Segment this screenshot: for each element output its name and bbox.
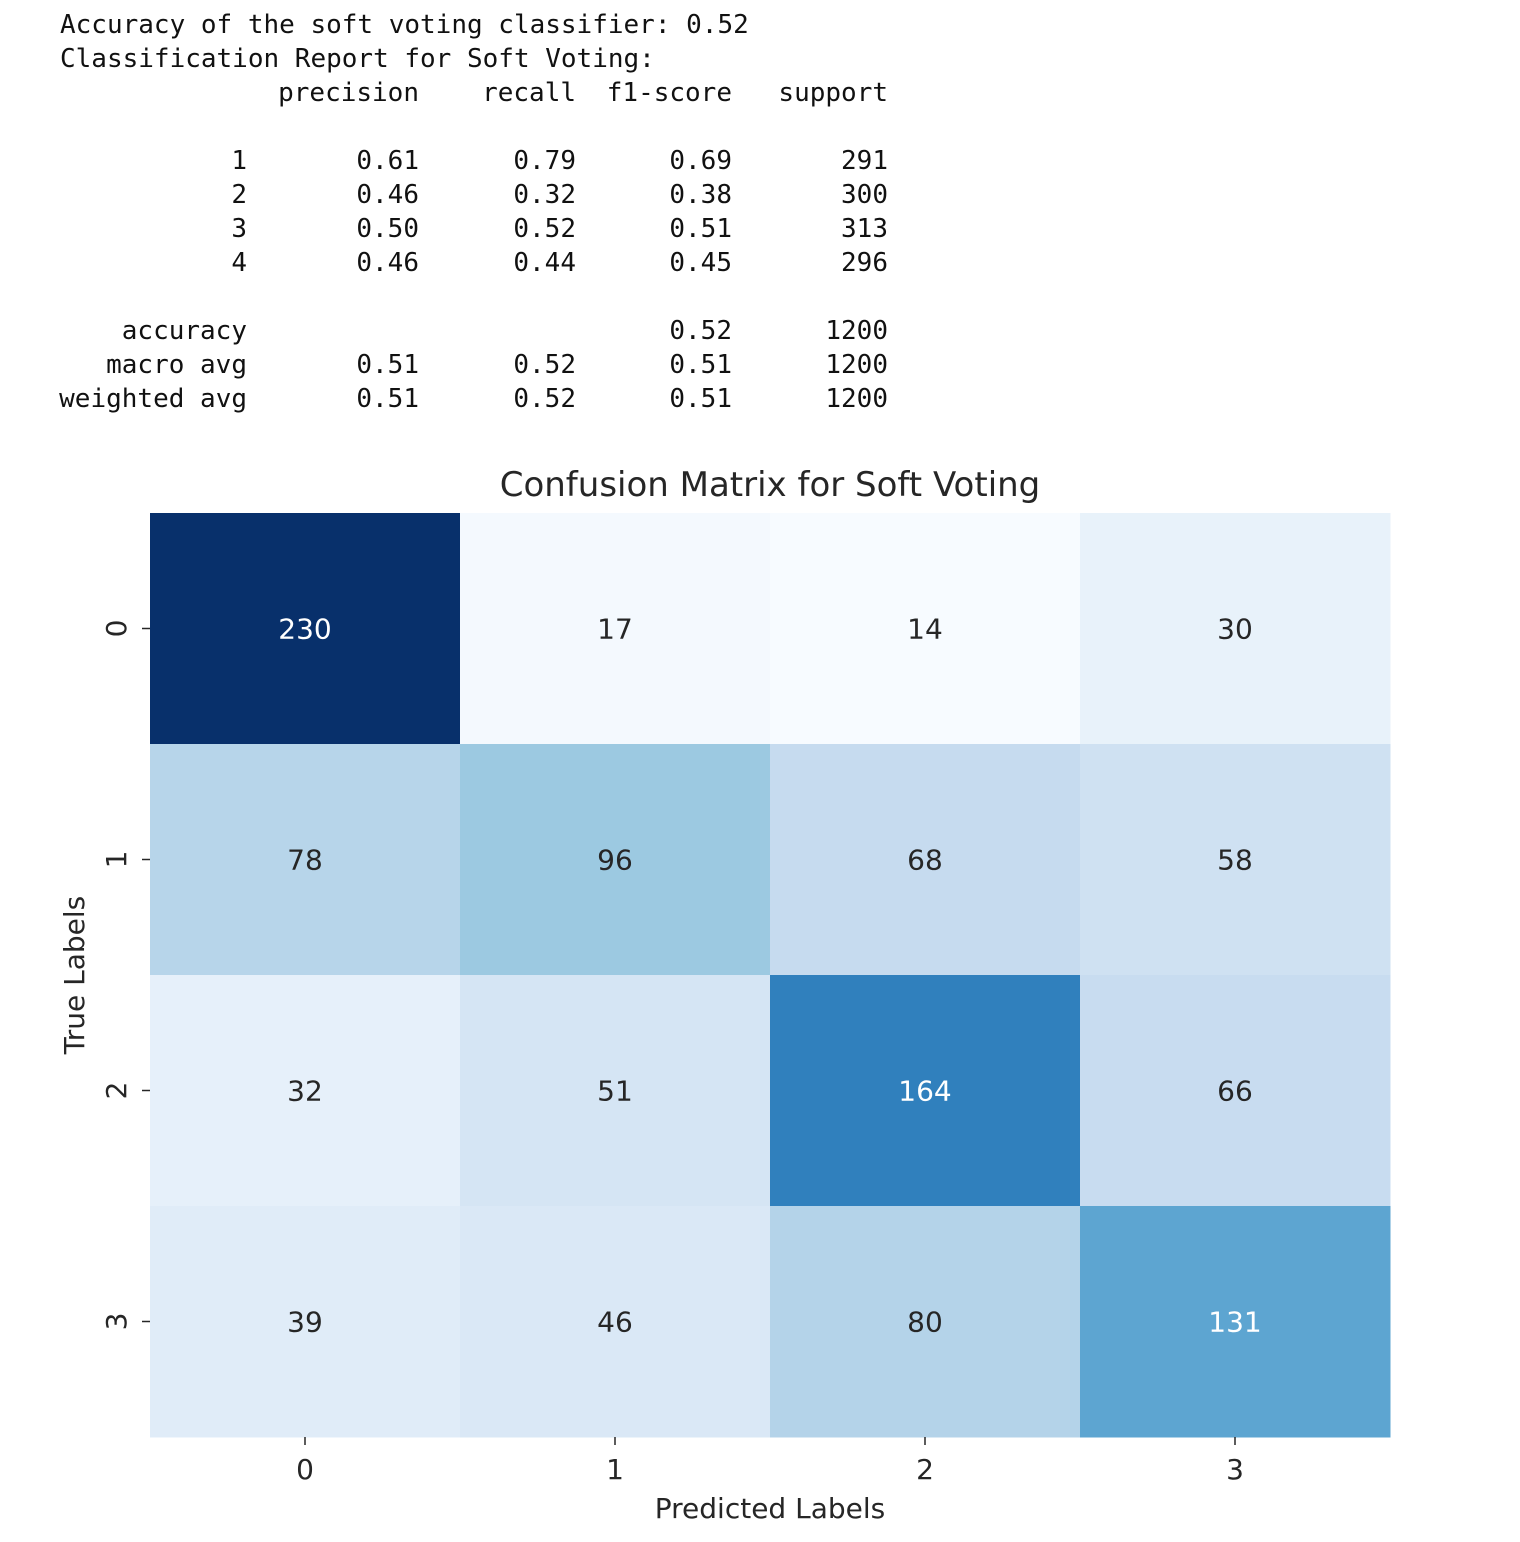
- cell-value: 80: [907, 1306, 943, 1339]
- row-label: 4: [231, 248, 247, 278]
- y-axis-label: True Labels: [58, 896, 91, 1056]
- y-tick-label: 1: [100, 851, 133, 869]
- cell: 0.52: [513, 350, 576, 380]
- cell-value: 131: [1208, 1306, 1261, 1339]
- cell: 0.51: [669, 214, 732, 244]
- cell: 0.51: [356, 384, 419, 414]
- cell: 0.38: [669, 180, 732, 210]
- x-axis-label: Predicted Labels: [655, 1492, 885, 1525]
- x-tick-label: 1: [606, 1453, 624, 1486]
- cell: 300: [841, 180, 888, 210]
- heatmap-cell: [460, 975, 771, 1207]
- row-label: 2: [231, 180, 247, 210]
- column-header: support: [778, 78, 888, 108]
- heatmap-cell: [460, 1206, 771, 1438]
- cell: 0.50: [356, 214, 419, 244]
- cell: 0.46: [356, 180, 419, 210]
- cell-value: 39: [287, 1306, 323, 1339]
- cell: 313: [841, 214, 888, 244]
- y-tick-label: 3: [100, 1313, 133, 1331]
- column-header: precision: [278, 78, 419, 108]
- y-tick-label: 0: [100, 620, 133, 638]
- row-label: accuracy: [122, 316, 247, 346]
- heatmap-cell: [1080, 744, 1391, 976]
- heatmap-cell: [150, 975, 461, 1207]
- row-label: macro avg: [106, 350, 247, 380]
- cell: 0.45: [669, 248, 732, 278]
- cell-value: 78: [287, 844, 323, 877]
- cell: 0.61: [356, 146, 419, 176]
- column-header: recall: [482, 78, 576, 108]
- chart-title: Confusion Matrix for Soft Voting: [500, 465, 1041, 505]
- cell-value: 68: [907, 844, 943, 877]
- cell-value: 17: [597, 613, 633, 646]
- cell: 291: [841, 146, 888, 176]
- x-tick-label: 2: [916, 1453, 934, 1486]
- x-tick-label: 0: [296, 1453, 314, 1486]
- heatmap-cell: [150, 1206, 461, 1438]
- row-label: 3: [231, 214, 247, 244]
- cell: 1200: [825, 384, 888, 414]
- cell: 1200: [825, 350, 888, 380]
- cell: 1200: [825, 316, 888, 346]
- cell-value: 30: [1217, 613, 1253, 646]
- cell: 0.32: [513, 180, 576, 210]
- heatmap-cell: [770, 1206, 1081, 1438]
- cell: 0.46: [356, 248, 419, 278]
- cell-value: 46: [597, 1306, 633, 1339]
- cell: 0.79: [513, 146, 576, 176]
- x-tick-label: 3: [1226, 1453, 1244, 1486]
- cell: 0.52: [513, 214, 576, 244]
- heatmap-cell: [1080, 1206, 1391, 1438]
- heatmap: Confusion Matrix for Soft Voting Predict…: [58, 465, 1391, 1525]
- y-tick-label: 2: [100, 1082, 133, 1100]
- cell-value: 164: [898, 1075, 951, 1108]
- heatmap-cell: [460, 513, 771, 745]
- column-header: f1-score: [607, 78, 732, 108]
- accuracy-line: Accuracy of the soft voting classifier: …: [60, 10, 749, 40]
- cell: 0.69: [669, 146, 732, 176]
- heatmap-cell: [770, 513, 1081, 745]
- heatmap-cell: [770, 744, 1081, 976]
- cell-value: 66: [1217, 1075, 1253, 1108]
- heatmap-cell: [460, 744, 771, 976]
- heatmap-cell: [150, 513, 461, 745]
- cell-value: 32: [287, 1075, 323, 1108]
- cell: 0.51: [669, 384, 732, 414]
- heatmap-cell: [1080, 975, 1391, 1207]
- heatmap-cell: [1080, 513, 1391, 745]
- row-label: 1: [231, 146, 247, 176]
- cell: 0.52: [513, 384, 576, 414]
- classification-report: precision recall f1-score support 1 0.61 0.79 0…: [59, 78, 888, 414]
- cell: 0.51: [356, 350, 419, 380]
- heatmap-cell: [150, 744, 461, 976]
- cell-value: 230: [278, 613, 331, 646]
- cell-value: 58: [1217, 844, 1253, 877]
- cell: 0.44: [513, 248, 576, 278]
- cell: 0.52: [669, 316, 732, 346]
- row-label: weighted avg: [59, 384, 247, 414]
- heatmap-cell: [770, 975, 1081, 1207]
- cell: 0.51: [669, 350, 732, 380]
- cell: 296: [841, 248, 888, 278]
- cell-value: 51: [597, 1075, 633, 1108]
- report-title: Classification Report for Soft Voting:: [60, 44, 655, 74]
- cell-value: 14: [907, 613, 943, 646]
- cell-value: 96: [597, 844, 633, 877]
